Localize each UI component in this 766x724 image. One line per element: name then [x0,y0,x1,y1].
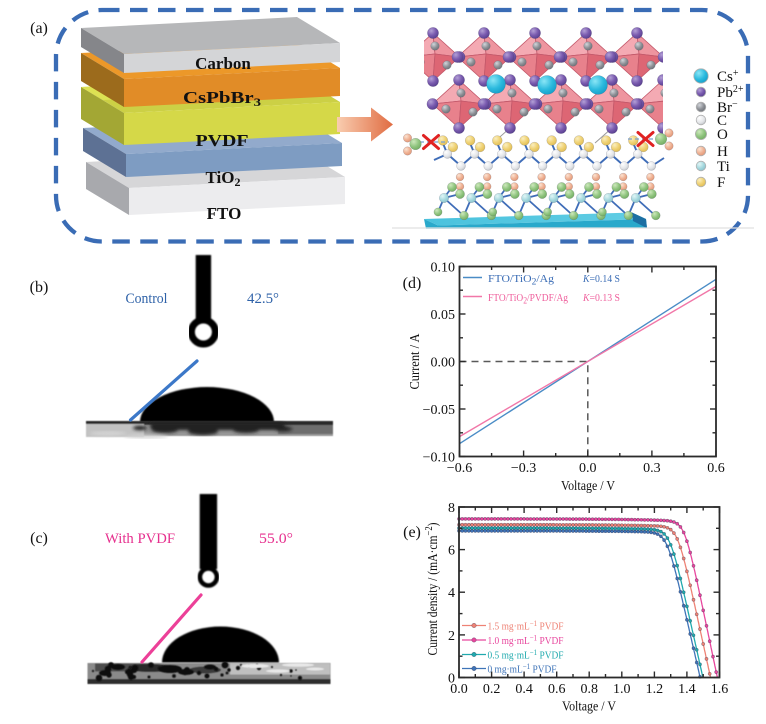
svg-text:0 mg·mL−1 PVDF: 0 mg·mL−1 PVDF [488,662,557,676]
svg-text:Current / A: Current / A [407,333,422,389]
svg-text:42.5°: 42.5° [247,291,279,307]
svg-text:C: C [717,113,727,129]
svg-text:0.6: 0.6 [548,682,566,697]
svg-text:0.8: 0.8 [580,682,598,697]
svg-text:Voltage / V: Voltage / V [562,699,616,714]
svg-text:1.2: 1.2 [646,682,664,697]
svg-text:(c): (c) [30,530,48,547]
svg-text:4: 4 [448,586,455,601]
svg-text:Control: Control [126,291,168,307]
svg-text:6: 6 [448,544,455,559]
svg-text:K=0.14 S: K=0.14 S [582,273,620,285]
svg-text:1.0: 1.0 [613,682,631,697]
svg-text:8: 8 [448,501,455,516]
svg-text:0.0: 0.0 [579,461,597,476]
svg-text:Ti: Ti [717,159,730,175]
svg-text:Pb2+: Pb2+ [717,84,744,101]
svg-text:0.6: 0.6 [707,461,725,476]
svg-text:Carbon: Carbon [195,54,251,73]
svg-text:With PVDF: With PVDF [105,531,175,547]
svg-text:0.00: 0.00 [431,356,456,371]
svg-text:0: 0 [448,672,455,687]
svg-text:FTO: FTO [207,204,242,223]
svg-text:Voltage / V: Voltage / V [561,478,615,493]
svg-text:1.0 mg·mL−1 PVDF: 1.0 mg·mL−1 PVDF [488,634,564,648]
svg-text:(e): (e) [403,524,421,541]
svg-text:0.05: 0.05 [431,308,456,323]
svg-text:55.0°: 55.0° [259,531,293,547]
svg-text:(b): (b) [30,279,49,296]
svg-text:Cs+: Cs+ [717,68,739,85]
svg-text:0.5 mg·mL−1 PVDF: 0.5 mg·mL−1 PVDF [488,648,564,662]
svg-text:0.2: 0.2 [483,682,501,697]
svg-text:−0.6: −0.6 [447,461,472,476]
svg-text:Current density / (mA·cm−2): Current density / (mA·cm−2) [424,523,440,656]
svg-text:0.4: 0.4 [515,682,533,697]
svg-text:0.10: 0.10 [431,261,456,276]
svg-text:O: O [717,127,728,143]
svg-text:0.0: 0.0 [450,682,468,697]
svg-text:1.6: 1.6 [711,682,729,697]
svg-text:0.3: 0.3 [643,461,661,476]
svg-text:H: H [717,144,728,160]
svg-text:FTO/TiO2/PVDF/Ag: FTO/TiO2/PVDF/Ag [488,292,568,306]
svg-text:TiO2: TiO2 [206,168,241,189]
svg-text:−0.10: −0.10 [423,451,455,466]
svg-text:PVDF: PVDF [196,131,249,150]
svg-text:2: 2 [448,629,455,644]
svg-text:K=0.13 S: K=0.13 S [582,292,620,304]
svg-text:(a): (a) [30,20,48,37]
svg-text:1.4: 1.4 [678,682,696,697]
svg-text:(d): (d) [403,275,422,292]
svg-text:−0.3: −0.3 [511,461,536,476]
svg-text:F: F [717,175,725,191]
svg-text:1.5 mg·mL−1 PVDF: 1.5 mg·mL−1 PVDF [488,619,564,633]
svg-text:FTO/TiO2/Ag: FTO/TiO 2/Ag [488,273,555,287]
svg-text:−0.05: −0.05 [423,403,455,418]
